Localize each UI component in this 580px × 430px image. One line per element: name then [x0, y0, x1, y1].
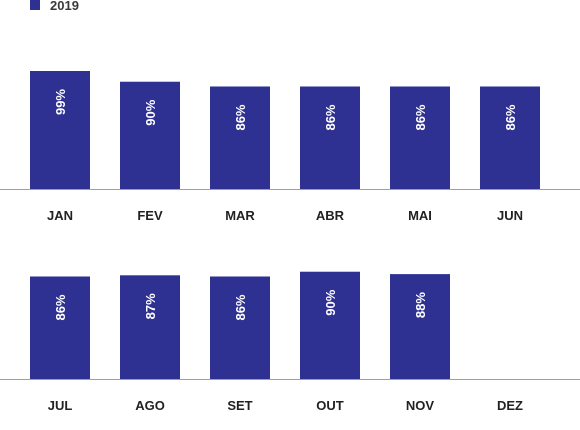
legend: 2019: [30, 0, 79, 14]
data-label-out: 90%: [323, 289, 338, 315]
tick-label-dez: DEZ: [497, 398, 523, 413]
bar-mai: [390, 86, 450, 189]
tick-label-mai: MAI: [408, 208, 432, 223]
data-label-jan: 99%: [53, 89, 68, 115]
tick-label-mar: MAR: [225, 208, 255, 223]
legend-label: 2019: [50, 0, 79, 13]
bar-ago: [120, 275, 180, 379]
bar-fev: [120, 81, 180, 189]
bar-abr: [300, 86, 360, 189]
bar-jul: [30, 276, 90, 379]
bar-nov: [390, 274, 450, 379]
data-label-jun: 86%: [503, 104, 518, 130]
data-label-set: 86%: [233, 294, 248, 320]
data-label-fev: 90%: [143, 99, 158, 125]
bar-jan: [30, 71, 90, 189]
data-label-abr: 86%: [323, 104, 338, 130]
data-label-mar: 86%: [233, 104, 248, 130]
tick-label-set: SET: [227, 398, 252, 413]
data-label-nov: 88%: [413, 292, 428, 318]
legend-swatch: [30, 0, 40, 10]
tick-label-nov: NOV: [406, 398, 435, 413]
bar-jun: [480, 86, 540, 189]
bar-set: [210, 276, 270, 379]
tick-label-fev: FEV: [137, 208, 163, 223]
data-label-mai: 86%: [413, 104, 428, 130]
tick-label-jun: JUN: [497, 208, 523, 223]
bar-out: [300, 271, 360, 379]
tick-label-out: OUT: [316, 398, 344, 413]
tick-label-jul: JUL: [48, 398, 73, 413]
tick-label-jan: JAN: [47, 208, 73, 223]
data-label-ago: 87%: [143, 293, 158, 319]
tick-label-abr: ABR: [316, 208, 345, 223]
tick-label-ago: AGO: [135, 398, 165, 413]
data-label-jul: 86%: [53, 294, 68, 320]
bar-mar: [210, 86, 270, 189]
